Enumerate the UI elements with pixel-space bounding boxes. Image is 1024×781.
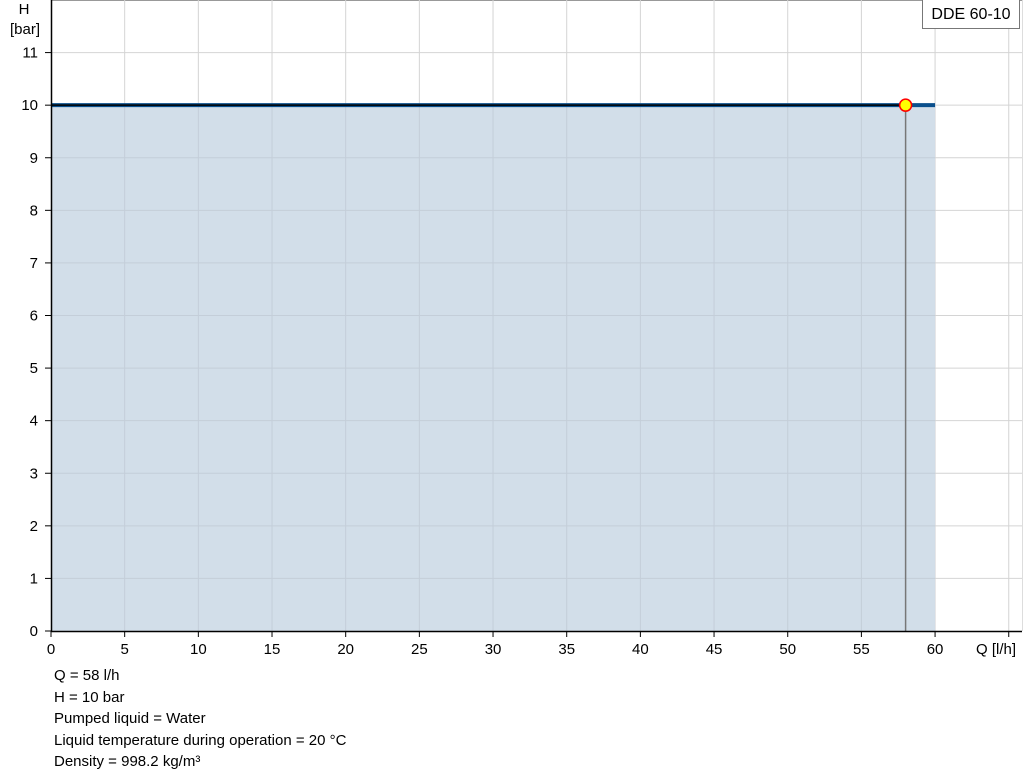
info-liquid: Pumped liquid = Water <box>54 710 206 727</box>
operating-info: Q = 58 l/h H = 10 bar Pumped liquid = Wa… <box>54 665 346 773</box>
x-tick-label: 25 <box>411 641 428 658</box>
y-tick-label: 7 <box>30 255 38 272</box>
info-density: Density = 998.2 kg/m³ <box>54 753 201 770</box>
x-tick-label: 50 <box>779 641 796 658</box>
pump-curve-chart: 0 5 10 15 20 25 30 35 40 45 50 55 6001234567891011Q … <box>10 0 1023 658</box>
duty-point <box>898 98 913 112</box>
x-tick-label: 30 <box>485 641 502 658</box>
y-tick-label: 0 <box>30 623 38 640</box>
y-axis-label: H <box>19 1 30 18</box>
x-tick-label: 35 <box>558 641 575 658</box>
x-tick-label: 45 <box>706 641 723 658</box>
x-tick-label: 20 <box>337 641 354 658</box>
y-tick-label: 4 <box>30 413 38 430</box>
info-head: H = 10 bar <box>54 688 125 706</box>
x-tick-label: 40 <box>632 641 649 658</box>
y-tick-label: 2 <box>30 518 38 535</box>
y-tick-label: 1 <box>30 570 38 587</box>
x-tick-label: 15 <box>264 641 281 658</box>
x-tick-label: 10 <box>190 641 207 658</box>
y-tick-label: 9 <box>30 150 38 167</box>
y-tick-label: 6 <box>30 308 38 325</box>
y-tick-label: 3 <box>30 465 38 482</box>
x-tick-label: 5 <box>121 641 129 658</box>
y-tick-label: 11 <box>22 45 38 62</box>
y-axis-unit: [bar] <box>10 21 40 38</box>
info-flow: Q = 58 l/h <box>54 667 120 684</box>
x-axis-label: Q [l/h] <box>976 641 1016 658</box>
y-tick-label: 10 <box>21 97 38 114</box>
y-tick-label: 8 <box>30 202 38 219</box>
x-tick-label: 60 <box>927 641 944 658</box>
x-tick-label: 55 <box>853 641 870 658</box>
x-tick-label: 0 <box>47 641 55 658</box>
info-temperature: Liquid temperature during operation = 20… <box>54 731 347 749</box>
y-tick-label: 5 <box>30 360 38 377</box>
legend: DDE 60-10 <box>922 0 1020 29</box>
